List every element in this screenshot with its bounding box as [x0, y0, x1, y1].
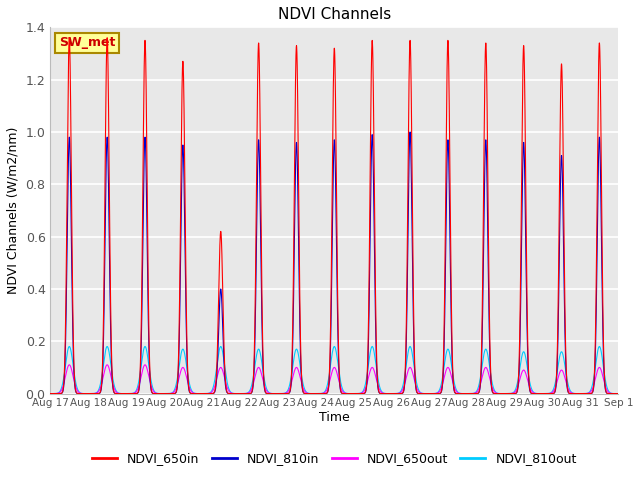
- Title: NDVI Channels: NDVI Channels: [278, 7, 391, 22]
- X-axis label: Time: Time: [319, 411, 349, 424]
- Legend: NDVI_650in, NDVI_810in, NDVI_650out, NDVI_810out: NDVI_650in, NDVI_810in, NDVI_650out, NDV…: [87, 447, 582, 470]
- Y-axis label: NDVI Channels (W/m2/nm): NDVI Channels (W/m2/nm): [7, 127, 20, 294]
- Text: SW_met: SW_met: [59, 36, 115, 49]
